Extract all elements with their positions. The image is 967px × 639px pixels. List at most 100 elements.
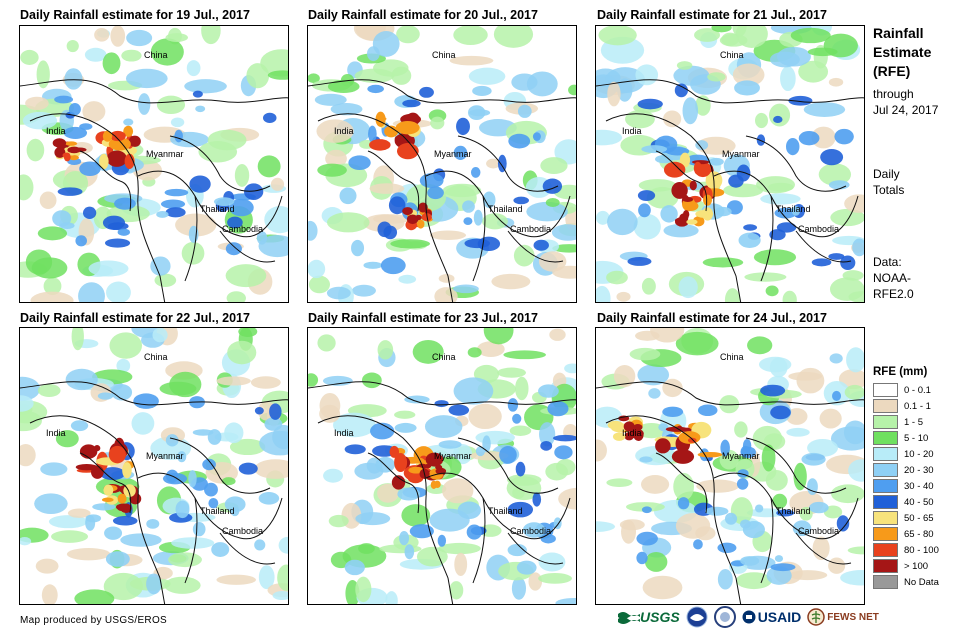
rain-cell [596,210,610,225]
rain-cell [30,291,74,302]
through-date: Jul 24, 2017 [873,103,939,117]
rain-cell [612,432,626,441]
country-border [425,170,571,238]
rain-cell [606,270,628,285]
rain-cell [598,26,637,46]
panel-title-4: Daily Rainfall estimate for 22 Jul., 201… [20,311,250,325]
rainfall-map-1: China India Myanmar Thailand Cambodia [19,25,289,303]
country-border [184,195,198,282]
legend-label: 0.1 - 1 [904,400,931,412]
sidebar-heading: Rainfall Estimate (RFE) [873,24,931,81]
legend-label: 50 - 65 [904,512,934,524]
country-border [308,79,576,104]
rain-cell [225,264,267,288]
rain-cell [372,30,400,57]
rain-cell [682,197,694,203]
rain-cell [735,572,772,590]
rain-cell [655,438,671,454]
legend-swatch [873,527,898,541]
rain-cell [385,591,398,604]
rain-cell [558,487,576,510]
label-myanmar: Myanmar [146,149,184,159]
rain-cell [201,26,221,45]
rain-cell [673,472,694,501]
rain-cell [780,66,796,92]
rainfall-map-graphic [20,26,288,302]
rain-cell [499,446,517,464]
rain-cell [551,224,576,241]
rain-cell [635,64,659,86]
legend-item: 10 - 20 [873,446,939,462]
rainfall-map-3: China India Myanmar Thailand Cambodia [595,25,865,303]
rain-cell [430,116,445,130]
rain-cell [811,258,832,267]
rain-cell [184,79,227,94]
rain-cell [20,49,39,65]
heading-line: Rainfall [873,25,924,41]
rain-cell [117,503,126,512]
rain-cell [788,95,813,106]
rain-cell [404,544,415,560]
country-border [79,150,132,212]
rain-cell [394,410,416,419]
legend: 0 - 0.1 0.1 - 1 1 - 5 5 - 10 10 - 20 20 - 30 3… [873,382,939,590]
fewsnet-logo: FEWS NET [807,608,879,626]
country-border [760,195,774,282]
rain-cell [846,347,864,373]
rain-cell [192,522,206,537]
rain-cell [159,381,197,396]
through-label: through [873,87,914,101]
rain-cell [772,493,788,509]
rain-cell [34,493,68,515]
rain-cell [663,161,686,178]
rain-cell [769,103,791,127]
country-border [425,472,571,540]
rain-cell [761,444,776,472]
rain-cell [122,462,132,479]
rain-cell [553,434,576,442]
rain-cell [470,166,481,178]
rain-cell [723,183,764,198]
legend-label: > 100 [904,560,929,572]
rain-cell [156,95,186,115]
rain-cell [734,80,760,96]
rain-cell [165,33,189,42]
country-border [20,381,288,406]
legend-swatch [873,559,898,573]
rain-cell [607,81,621,107]
rain-cell [695,140,709,151]
rain-cell [538,384,559,398]
panel-title-1: Daily Rainfall estimate for 19 Jul., 201… [20,8,250,22]
rain-cell [467,347,482,358]
rain-cell [117,493,127,504]
rain-cell [389,445,400,458]
rain-cell [738,232,761,248]
rain-cell [760,384,786,397]
rain-cell [328,514,349,528]
country-border [605,113,742,302]
rain-cell [227,216,243,229]
rain-field [308,328,576,604]
rain-cell [308,275,330,294]
rain-cell [437,534,447,547]
rain-cell [434,400,449,408]
rain-cell [186,60,201,77]
rain-cell [221,477,236,486]
rain-cell [629,428,644,439]
rain-cell [818,163,852,186]
rain-cell [51,530,88,543]
rain-cell [370,422,395,440]
rain-cell [65,141,78,146]
legend-item: > 100 [873,558,939,574]
rain-cell [844,194,864,213]
legend-label: 65 - 80 [904,528,934,540]
rain-cell [640,474,670,494]
rain-cell [786,137,800,156]
country-border [713,170,859,238]
rain-cell [117,228,130,236]
rain-field [596,328,864,600]
rain-cell [104,526,123,540]
rain-cell [807,478,818,496]
rain-cell [798,131,820,146]
rain-cell [351,284,376,297]
